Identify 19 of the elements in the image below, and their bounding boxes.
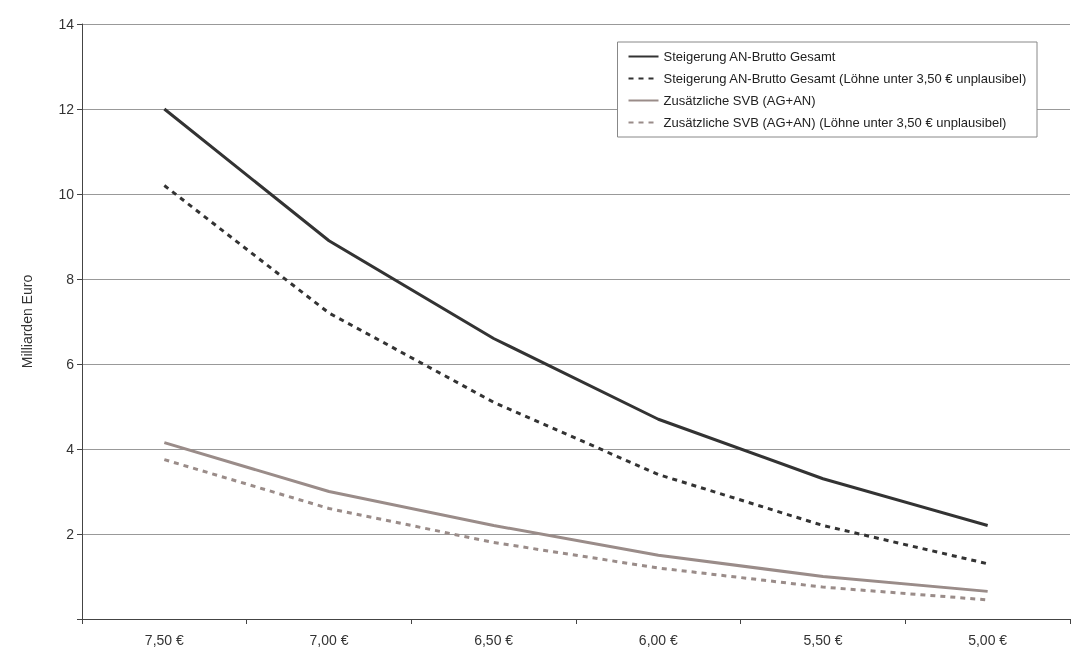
x-tick-label: 5,00 € [968,632,1008,648]
y-axis-title: Milliarden Euro [19,274,35,369]
y-tick-label: 2 [66,526,75,542]
legend-label: Steigerung AN-Brutto Gesamt [663,49,836,64]
x-tick-label: 7,00 € [309,632,349,648]
legend-label: Steigerung AN-Brutto Gesamt (Löhne unter 3,50 € unplausibel) [663,71,1027,86]
y-tick-label: 8 [66,271,75,287]
y-tick-label: 6 [66,356,75,372]
line-series [162,441,990,593]
y-tick-label: 4 [66,441,75,457]
legend-label: Zusätzliche SVB (AG+AN) [663,93,816,108]
y-tick-label: 12 [58,101,75,117]
y-tick-label: 10 [58,186,75,202]
x-tick-label: 7,50 € [144,632,184,648]
x-tick-label: 6,50 € [474,632,514,648]
x-tick-label: 5,50 € [803,632,843,648]
x-tick-label: 6,00 € [638,632,678,648]
y-tick-label: 14 [58,16,75,32]
legend-label: Zusätzliche SVB (AG+AN) (Löhne unter 3,50 € unplausibel) [663,115,1007,130]
